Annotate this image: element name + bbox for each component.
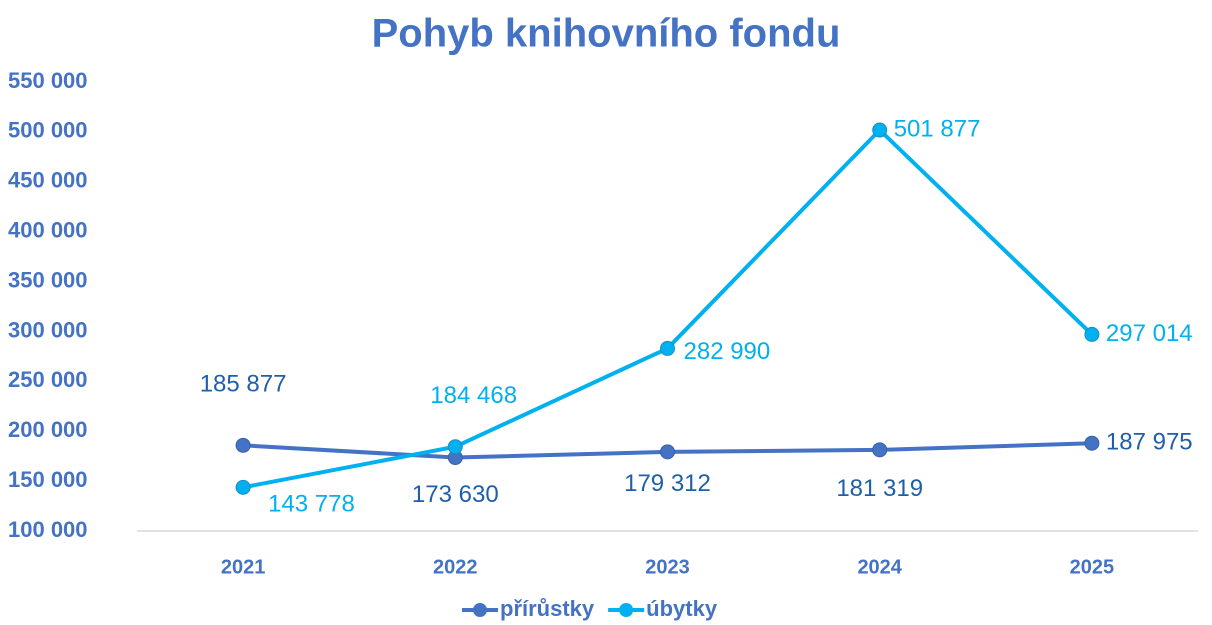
y-tick-label: 500 000 bbox=[8, 118, 88, 143]
data-label: 185 877 bbox=[200, 371, 287, 398]
marker bbox=[447, 439, 463, 455]
x-tick-label: 2024 bbox=[857, 556, 902, 578]
y-tick-label: 150 000 bbox=[8, 467, 88, 492]
data-label: 173 630 bbox=[412, 481, 499, 508]
x-tick-label: 2021 bbox=[221, 556, 266, 578]
y-tick-label: 200 000 bbox=[8, 417, 88, 442]
x-tick-label: 2022 bbox=[433, 556, 478, 578]
y-tick-label: 400 000 bbox=[8, 217, 88, 242]
legend-label: přírůstky bbox=[500, 596, 595, 621]
marker bbox=[872, 442, 888, 458]
y-tick-label: 250 000 bbox=[8, 367, 88, 392]
data-label: 501 877 bbox=[894, 115, 981, 142]
data-label: 184 468 bbox=[430, 382, 517, 409]
data-label: 297 014 bbox=[1106, 320, 1193, 347]
data-label: 187 975 bbox=[1106, 429, 1193, 456]
x-tick-label: 2025 bbox=[1070, 556, 1115, 578]
y-tick-label: 300 000 bbox=[8, 317, 88, 342]
x-tick-label: 2023 bbox=[645, 556, 690, 578]
y-tick-label: 100 000 bbox=[8, 517, 88, 542]
data-label: 179 312 bbox=[624, 470, 711, 497]
marker bbox=[660, 444, 675, 460]
marker bbox=[872, 122, 888, 138]
line bbox=[242, 127, 1094, 490]
legend-label: úbytky bbox=[646, 596, 718, 621]
marker bbox=[1084, 435, 1100, 451]
y-tick-label: 550 000 bbox=[8, 68, 88, 93]
data-label: 282 990 bbox=[684, 338, 771, 365]
y-tick-label: 450 000 bbox=[8, 168, 88, 193]
legend-marker bbox=[619, 603, 634, 617]
chart-title: Pohyb knihovního fondu bbox=[372, 12, 841, 56]
marker bbox=[235, 437, 251, 453]
marker bbox=[235, 479, 251, 495]
data-label: 181 319 bbox=[836, 475, 923, 502]
marker bbox=[660, 340, 675, 356]
marker bbox=[1084, 326, 1100, 342]
legend-marker bbox=[473, 603, 487, 617]
y-tick-label: 350 000 bbox=[8, 267, 88, 292]
data-label: 143 778 bbox=[268, 491, 355, 518]
